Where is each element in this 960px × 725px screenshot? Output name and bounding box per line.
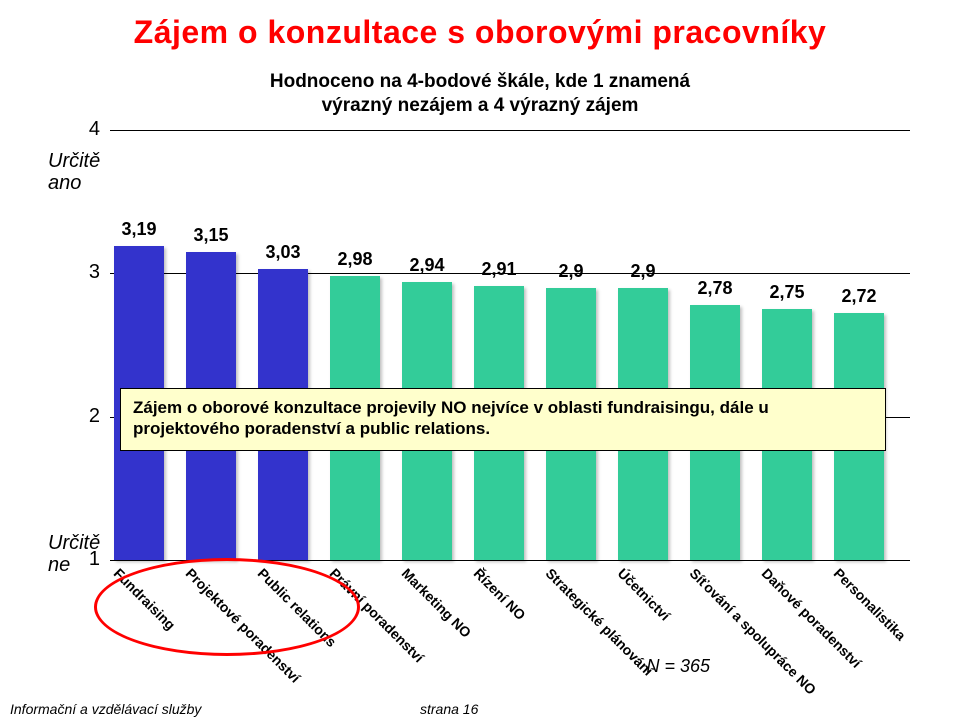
bar-value-label: 3,19 — [114, 219, 164, 240]
bar-value-label: 2,9 — [546, 261, 596, 282]
y-tick-label: 3 — [50, 261, 100, 284]
y-tick-label: 2 — [50, 405, 100, 428]
bar-group: 3,03 — [258, 130, 308, 560]
bar-value-label: 3,03 — [258, 242, 308, 263]
bar-value-label: 2,78 — [690, 278, 740, 299]
bar-value-label: 3,15 — [186, 225, 236, 246]
annotation-box: Zájem o oborové konzultace projevily NO … — [120, 388, 886, 451]
bar-value-label: 2,72 — [834, 286, 884, 307]
bar-value-label: 2,98 — [330, 249, 380, 270]
chart-title: Zájem o konzultace s oborovými pracovník… — [0, 14, 960, 51]
x-label: Síťování a spolupráce NO — [686, 565, 819, 698]
chart-subtitle: Hodnoceno na 4-bodové škále, kde 1 zname… — [0, 70, 960, 118]
bar-group: 3,19 — [114, 130, 164, 560]
bar-value-label: 2,9 — [618, 261, 668, 282]
gridline — [110, 560, 910, 561]
bar-group: 2,9 — [618, 130, 668, 560]
x-label: Fundraising — [110, 565, 178, 633]
bar-group: 2,94 — [402, 130, 452, 560]
plot-area: 3,19 3,15 3,03 2,98 2,94 2,91 2,9 2,9 2,78 2,75 2,… — [110, 130, 910, 560]
x-label: Řízení NO — [470, 565, 528, 623]
footer-left: Informační a vzdělávací služby — [10, 701, 201, 717]
x-label: Personalistika — [830, 565, 908, 643]
axis-label-top: Určitě ano — [48, 150, 100, 194]
n-text: N = 365 — [646, 656, 710, 677]
bar-group: 2,72 — [834, 130, 884, 560]
y-tick-label: 4 — [50, 118, 100, 141]
x-labels: FundraisingProjektové poradenstvíPublic … — [110, 565, 910, 685]
bar-group: 2,78 — [690, 130, 740, 560]
bar-group: 3,15 — [186, 130, 236, 560]
bar-group: 2,98 — [330, 130, 380, 560]
bar-group: 2,9 — [546, 130, 596, 560]
bar-value-label: 2,91 — [474, 259, 524, 280]
x-label: Marketing NO — [398, 565, 474, 641]
page: Zájem o konzultace s oborovými pracovník… — [0, 0, 960, 725]
x-label: Účetnictví — [614, 565, 673, 624]
bar-chart: 3,19 3,15 3,03 2,98 2,94 2,91 2,9 2,9 2,78 2,75 2,… — [110, 130, 910, 560]
bar-value-label: 2,94 — [402, 255, 452, 276]
bar-group: 2,91 — [474, 130, 524, 560]
bar-value-label: 2,75 — [762, 282, 812, 303]
bar-group: 2,75 — [762, 130, 812, 560]
axis-label-bottom: Určitě ne — [48, 532, 100, 576]
footer-right: strana 16 — [420, 701, 478, 717]
